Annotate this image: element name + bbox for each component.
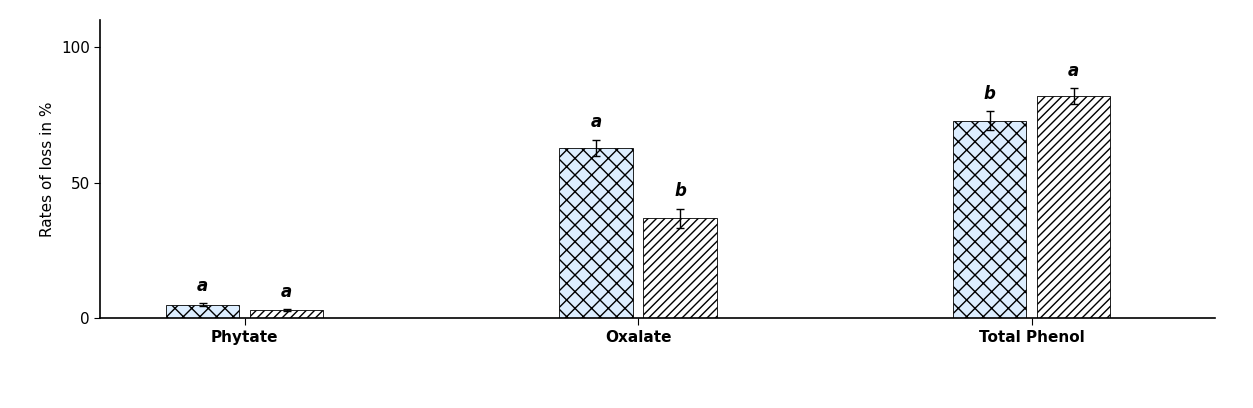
- Text: b: b: [674, 182, 687, 200]
- Text: a: a: [1068, 62, 1079, 80]
- Y-axis label: Rates of loss in %: Rates of loss in %: [40, 102, 55, 237]
- Bar: [954, 121, 1026, 318]
- Bar: [559, 148, 633, 318]
- Text: a: a: [281, 283, 292, 301]
- Bar: [165, 305, 239, 318]
- Text: b: b: [984, 85, 996, 103]
- Bar: [643, 218, 717, 318]
- Bar: [249, 310, 323, 318]
- Text: a: a: [590, 113, 601, 131]
- Text: a: a: [197, 277, 208, 295]
- Bar: [1037, 96, 1110, 318]
